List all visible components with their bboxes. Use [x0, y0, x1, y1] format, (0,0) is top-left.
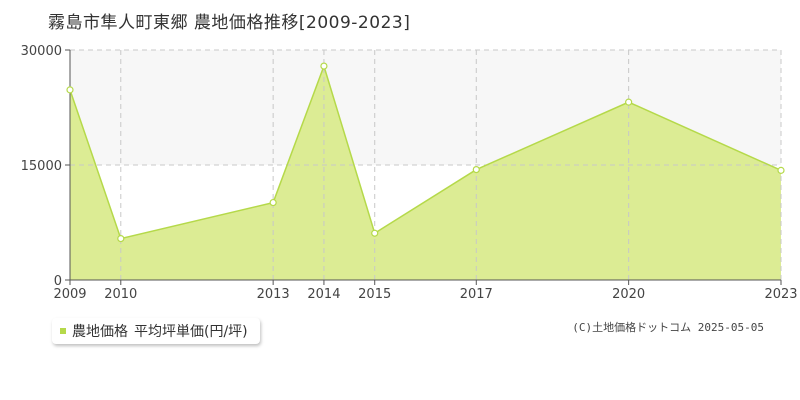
x-tick-label-2013: 2013	[257, 287, 290, 302]
y-tick-label-30000: 30000	[21, 44, 62, 59]
data-point-2017	[472, 166, 480, 174]
area-fill	[70, 66, 781, 280]
data-point-2020	[625, 98, 633, 106]
x-tick-label-2023: 2023	[764, 287, 797, 302]
data-point-2009	[66, 86, 74, 94]
y-tick-label-0: 0	[54, 274, 62, 289]
series-area	[70, 66, 781, 280]
legend: 農地価格 平均坪単価(円/坪)	[52, 318, 260, 344]
data-point-2014	[320, 62, 328, 70]
legend-swatch	[60, 328, 66, 334]
series-line	[69, 63, 782, 240]
x-tick-labels: 2009 2010 2013 2014 2015 2017 2020 2023	[53, 287, 797, 302]
legend-series-name: 農地価格	[72, 324, 128, 340]
gridlines	[70, 49, 782, 280]
x-tick-label-2010: 2010	[104, 287, 137, 302]
chart-title: 霧島市隼人町東郷 農地価格推移[2009-2023]	[48, 13, 411, 33]
data-point-2015	[371, 229, 379, 237]
y-tick-labels: 0 15000 30000	[21, 44, 62, 289]
legend-unit: 平均坪単価(円/坪)	[134, 324, 248, 340]
x-tick-label-2020: 2020	[612, 287, 645, 302]
data-point-2013	[269, 198, 277, 207]
copyright: (C)土地価格ドットコム 2025-05-05	[572, 321, 764, 334]
x-tick-label-2014: 2014	[307, 287, 340, 302]
x-tick-label-2015: 2015	[358, 287, 391, 302]
x-tick-label-2009: 2009	[53, 287, 86, 302]
data-points	[66, 62, 785, 243]
data-point-2023	[777, 166, 785, 174]
x-tick-label-2017: 2017	[460, 287, 493, 302]
data-point-2010	[117, 235, 125, 243]
series-line-path	[69, 63, 782, 240]
y-tick-label-15000: 15000	[21, 159, 62, 174]
